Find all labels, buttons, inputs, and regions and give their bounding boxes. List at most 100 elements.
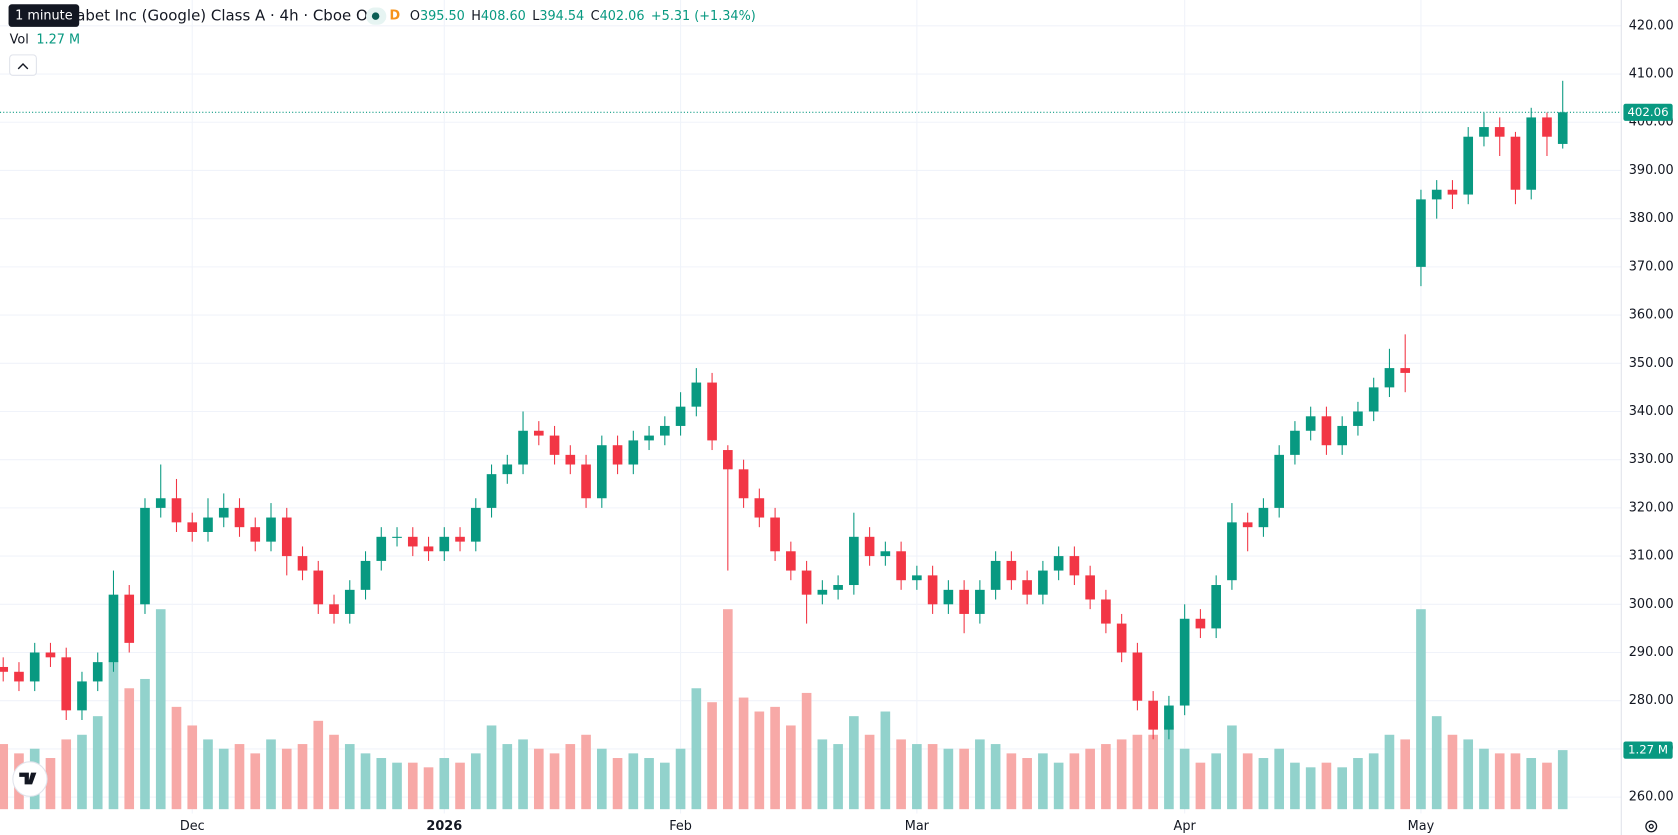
collapse-button[interactable] (9, 54, 37, 76)
volume-bar (329, 734, 339, 810)
logo-mark (19, 772, 37, 785)
volume-bar (407, 762, 418, 810)
candle-body (1400, 368, 1411, 373)
y-tick-label: 330.00 (1629, 452, 1674, 467)
candle-body (959, 589, 969, 614)
candle-body (218, 507, 229, 518)
volume-bar (77, 734, 87, 810)
x-tick-label: Apr (1174, 819, 1197, 834)
candle-body (833, 585, 843, 590)
volume-bar (1179, 748, 1190, 810)
volume-bar (896, 739, 906, 810)
volume-bar (675, 748, 686, 810)
volume-bar (439, 758, 450, 810)
volume-bar (927, 744, 938, 810)
candle-body (990, 560, 1001, 590)
candle-body (1479, 127, 1489, 137)
price-axis: 260.00270.00280.00290.00300.00310.00320.… (0, 18, 1674, 834)
candle-body (1179, 618, 1190, 706)
candle-body (1227, 522, 1237, 581)
volume-bar (596, 748, 607, 810)
volume-bar (1085, 748, 1095, 810)
y-tick-label: 360.00 (1629, 308, 1674, 323)
volume-bar (376, 758, 387, 810)
volume-bar (644, 758, 654, 810)
volume-bar (0, 744, 9, 810)
y-tick-label: 290.00 (1629, 645, 1674, 660)
candle-body (266, 517, 276, 542)
candle-body (1038, 570, 1048, 595)
candle-body (1494, 127, 1505, 137)
volume-bar (565, 744, 576, 810)
candle-body (943, 589, 954, 605)
volume-bar (581, 734, 591, 810)
candle-body (502, 464, 513, 475)
candle-body (470, 507, 481, 542)
candle-body (392, 536, 402, 538)
volume-bar (124, 688, 135, 810)
last-price-tag (1623, 103, 1673, 121)
volume-bar (486, 725, 497, 810)
volume-bar (1258, 758, 1269, 810)
y-tick-label: 320.00 (1629, 500, 1674, 515)
candle-body (140, 507, 150, 605)
candle-body (423, 546, 434, 552)
volume-bar (1116, 739, 1127, 810)
candle-body (849, 536, 859, 586)
candle-body (1116, 623, 1127, 653)
header: Alphabet Inc (Google) Class A · 4h · Cbo… (8, 4, 756, 76)
candle-body (644, 435, 654, 441)
volume-bar (1053, 762, 1064, 810)
tv-logo[interactable] (12, 761, 48, 797)
y-tick-label: 410.00 (1629, 67, 1674, 82)
candle-body (14, 671, 24, 682)
volume-bar (1022, 758, 1032, 810)
volume-bar (1290, 762, 1300, 810)
volume-bar (1132, 734, 1143, 810)
candle-body (864, 536, 875, 557)
volume-bar (455, 762, 465, 810)
volume-value: 1.27 M (36, 32, 80, 47)
candle-body (281, 517, 292, 557)
candle-body (1447, 189, 1458, 195)
y-tick-label: 280.00 (1629, 693, 1674, 708)
volume-tag-label: 1.27 M (1628, 743, 1668, 757)
candle-body (1274, 454, 1284, 508)
candle-body (124, 594, 135, 643)
y-tick-label: 340.00 (1629, 404, 1674, 419)
candle-body (1542, 117, 1552, 137)
candle-body (1211, 585, 1221, 629)
volume-bar (1305, 767, 1316, 810)
candle-body (1431, 189, 1442, 200)
candle-body (754, 498, 765, 518)
volume-bar (266, 739, 276, 810)
volume-bar (392, 762, 402, 810)
candle-body (344, 589, 355, 614)
settings-icon[interactable] (1645, 820, 1658, 833)
volume-bar (61, 739, 72, 810)
volume-bar (707, 702, 717, 810)
volume-bar (786, 725, 796, 810)
volume-bar (1337, 767, 1348, 810)
candle-body (1290, 430, 1300, 455)
tooltip: 1 minute (15, 9, 73, 24)
volume-bar (1321, 762, 1332, 810)
candle-body (1353, 411, 1363, 426)
x-tick-label: Feb (669, 819, 692, 834)
candle-body (975, 589, 985, 614)
volume-bar (880, 711, 891, 810)
y-tick-label: 300.00 (1629, 597, 1674, 612)
y-tick-label: 390.00 (1629, 163, 1674, 178)
candle-body (801, 570, 812, 595)
volume-bar (1479, 748, 1489, 810)
volume-bar (1242, 753, 1253, 810)
candle-body (1258, 507, 1269, 528)
volume-bar (1494, 753, 1505, 810)
candle-body (407, 536, 418, 547)
volume-bar (1463, 739, 1474, 810)
candle-body (1463, 136, 1474, 195)
volume-bar (1400, 739, 1411, 810)
candle-body (234, 507, 245, 528)
volume-bar (250, 753, 261, 810)
